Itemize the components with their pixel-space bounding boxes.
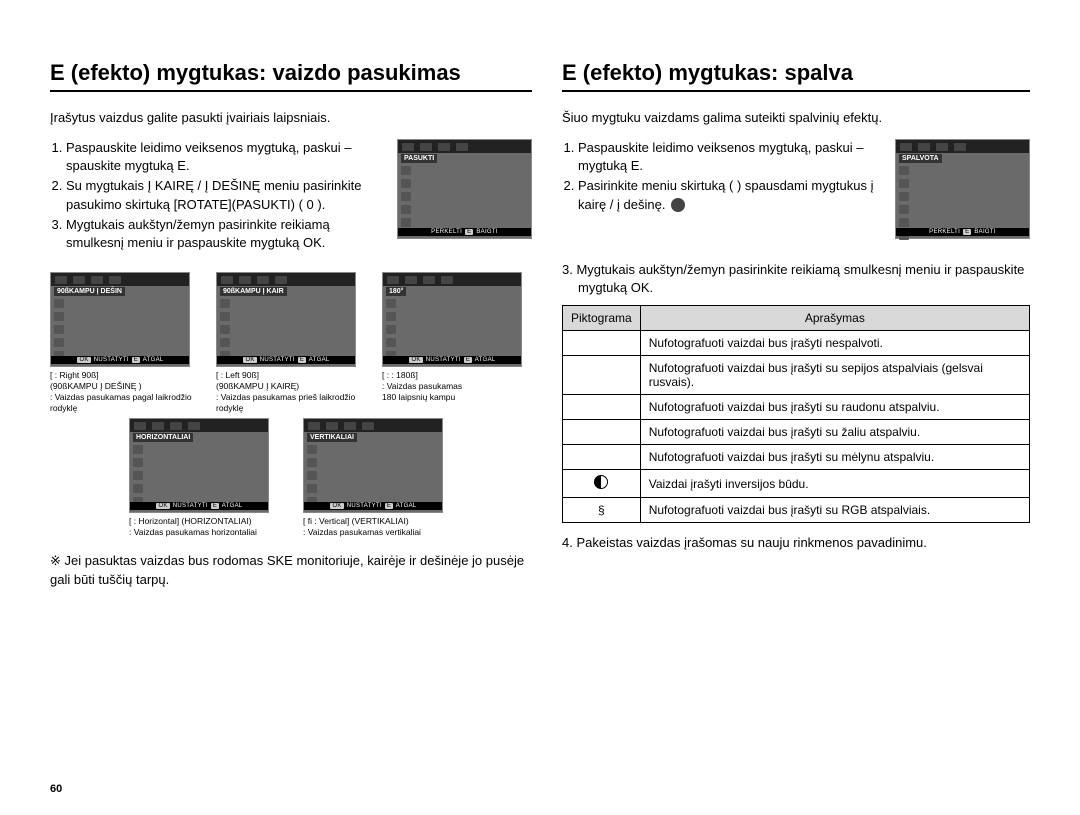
thumb-footer: OK NUSTATYTI E ATGAL	[383, 356, 521, 364]
thumb-screen: VERTIKALIAI OK NUSTATYTI E ATGAL	[303, 418, 443, 513]
icon-cell: §	[563, 498, 641, 523]
left-title: E (efekto) mygtukas: vaizdo pasukimas	[50, 60, 532, 92]
table-row: Nufotografuoti vaizdai bus įrašyti su ža…	[563, 420, 1030, 445]
thumb-footer: OK NUSTATYTI E ATGAL	[51, 356, 189, 364]
right-title: E (efekto) mygtukas: spalva	[562, 60, 1030, 92]
left-step-3: Mygtukais aukštyn/žemyn pasirinkite reik…	[66, 216, 387, 252]
screen-footer: PERKELTI E BAIGTI	[398, 228, 531, 236]
icon-cell	[563, 445, 641, 470]
thumb-caption: [ fi : Vertical] (VERTIKALIAI): Vaizdas …	[303, 516, 453, 538]
icon-cell	[563, 470, 641, 498]
table-head-icon: Piktograma	[563, 306, 641, 331]
thumb-label: 180°	[386, 287, 406, 296]
left-step-1: Paspauskite leidimo veiksenos mygtuką, p…	[66, 139, 387, 175]
thumb-caption: [ : : 180ß]: Vaizdas pasukamas 180 laips…	[382, 370, 532, 403]
icon-cell	[563, 420, 641, 445]
page-number: 60	[50, 783, 62, 795]
rotate-menu-screenshot: PASUKTI PERKELTI E BAIGTI	[397, 139, 532, 239]
right-step-1: Paspauskite leidimo veiksenos mygtuką, p…	[578, 139, 885, 175]
rotate-thumb: 90ßKAMPU Į DEŠIN OK NUSTATYTI E ATGAL [ …	[50, 272, 200, 414]
thumb-screen: HORIZONTALIAI OK NUSTATYTI E ATGAL	[129, 418, 269, 513]
thumb-footer: OK NUSTATYTI E ATGAL	[217, 356, 355, 364]
thumb-footer: OK NUSTATYTI E ATGAL	[304, 502, 442, 510]
right-step-3: 3. Mygtukais aukštyn/žemyn pasirinkite r…	[578, 261, 1030, 297]
rotate-thumb: 180° OK NUSTATYTI E ATGAL [ : : 180ß]: V…	[382, 272, 532, 414]
desc-cell: Nufotografuoti vaizdai bus įrašyti su ra…	[640, 395, 1029, 420]
left-steps: Paspauskite leidimo veiksenos mygtuką, p…	[50, 139, 387, 254]
thumb-footer: OK NUSTATYTI E ATGAL	[130, 502, 268, 510]
left-intro: Įrašytus vaizdus galite pasukti įvairiai…	[50, 110, 532, 125]
negative-icon	[594, 475, 608, 489]
rotate-thumbnails: 90ßKAMPU Į DEŠIN OK NUSTATYTI E ATGAL [ …	[50, 272, 532, 538]
desc-cell: Nufotografuoti vaizdai bus įrašyti nespa…	[640, 331, 1029, 356]
desc-cell: Nufotografuoti vaizdai bus įrašyti su RG…	[640, 498, 1029, 523]
thumb-label: VERTIKALIAI	[307, 433, 357, 442]
right-column: E (efekto) mygtukas: spalva Šiuo mygtuku…	[562, 60, 1030, 589]
table-row: Nufotografuoti vaizdai bus įrašyti su mė…	[563, 445, 1030, 470]
thumb-label: 90ßKAMPU Į DEŠIN	[54, 287, 125, 296]
table-row: §Nufotografuoti vaizdai bus įrašyti su R…	[563, 498, 1030, 523]
color-menu-screenshot: SPALVOTA PERKELTI E BAIGTI	[895, 139, 1030, 239]
rotate-note: ※ Jei pasuktas vaizdas bus rodomas SKE m…	[50, 552, 532, 588]
thumb-caption: [ : Left 90ß](90ßKAMPU Į KAIRĘ): Vaizdas…	[216, 370, 366, 414]
thumb-screen: 90ßKAMPU Į KAIR OK NUSTATYTI E ATGAL	[216, 272, 356, 367]
thumb-label: HORIZONTALIAI	[133, 433, 193, 442]
left-column: E (efekto) mygtukas: vaizdo pasukimas Įr…	[50, 60, 532, 589]
screen-label: PASUKTI	[401, 154, 437, 163]
color-effects-table: Piktograma Aprašymas Nufotografuoti vaiz…	[562, 305, 1030, 523]
icon-cell	[563, 395, 641, 420]
screen-footer-color: PERKELTI E BAIGTI	[896, 228, 1029, 236]
rotate-thumb: HORIZONTALIAI OK NUSTATYTI E ATGAL [ : H…	[129, 418, 279, 538]
rotate-thumb: VERTIKALIAI OK NUSTATYTI E ATGAL [ fi : …	[303, 418, 453, 538]
thumb-screen: 180° OK NUSTATYTI E ATGAL	[382, 272, 522, 367]
thumb-caption: [ : Right 90ß](90ßKAMPU Į DEŠINĘ ): Vaiz…	[50, 370, 200, 414]
desc-cell: Nufotografuoti vaizdai bus įrašyti su mė…	[640, 445, 1029, 470]
right-step-4: 4. Pakeistas vaizdas įrašomas su nauju r…	[578, 535, 1030, 550]
desc-cell: Nufotografuoti vaizdai bus įrašyti su se…	[640, 356, 1029, 395]
table-row: Vaizdai įrašyti inversijos būdu.	[563, 470, 1030, 498]
palette-icon	[671, 198, 685, 212]
thumb-screen: 90ßKAMPU Į DEŠIN OK NUSTATYTI E ATGAL	[50, 272, 190, 367]
screen-label-color: SPALVOTA	[899, 154, 942, 163]
table-row: Nufotografuoti vaizdai bus įrašyti su ra…	[563, 395, 1030, 420]
right-step-2: Pasirinkite meniu skirtuką ( ) spausdami…	[578, 177, 885, 213]
thumb-label: 90ßKAMPU Į KAIR	[220, 287, 287, 296]
left-step-2: Su mygtukais Į KAIRĘ / Į DEŠINĘ meniu pa…	[66, 177, 387, 213]
right-intro: Šiuo mygtuku vaizdams galima suteikti sp…	[562, 110, 1030, 125]
thumb-caption: [ : Horizontal] (HORIZONTALIAI): Vaizdas…	[129, 516, 279, 538]
table-row: Nufotografuoti vaizdai bus įrašyti nespa…	[563, 331, 1030, 356]
desc-cell: Nufotografuoti vaizdai bus įrašyti su ža…	[640, 420, 1029, 445]
desc-cell: Vaizdai įrašyti inversijos būdu.	[640, 470, 1029, 498]
table-row: Nufotografuoti vaizdai bus įrašyti su se…	[563, 356, 1030, 395]
icon-cell	[563, 356, 641, 395]
icon-cell	[563, 331, 641, 356]
table-head-desc: Aprašymas	[640, 306, 1029, 331]
right-steps: Paspauskite leidimo veiksenos mygtuką, p…	[562, 139, 885, 216]
rotate-thumb: 90ßKAMPU Į KAIR OK NUSTATYTI E ATGAL [ :…	[216, 272, 366, 414]
